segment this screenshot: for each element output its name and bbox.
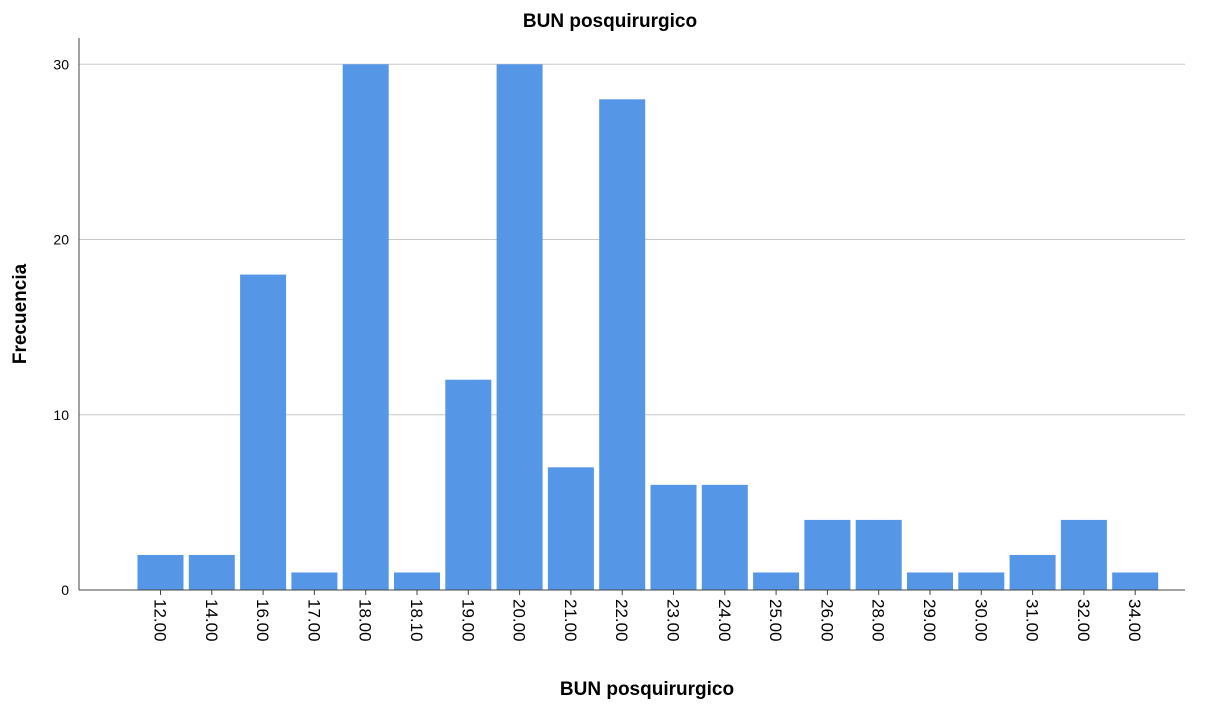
bars	[137, 64, 1159, 591]
bar-18.00	[342, 64, 389, 591]
x-tick-label: 16.00	[253, 599, 272, 642]
bar-14.00	[188, 554, 235, 590]
bar-25.00	[753, 572, 800, 590]
x-tick-label: 19.00	[458, 599, 477, 642]
bar-31.00	[1009, 554, 1056, 590]
bar-34.00	[1112, 572, 1159, 590]
x-tick-label: 28.00	[869, 599, 888, 642]
bar-26.00	[804, 519, 851, 590]
x-tick-label: 24.00	[715, 599, 734, 642]
x-tick-label: 22.00	[612, 599, 631, 642]
x-tick-label: 17.00	[304, 599, 323, 642]
chart-title: BUN posquirurgico	[523, 11, 697, 32]
x-tick-label: 32.00	[1074, 599, 1093, 642]
x-tick-label: 30.00	[971, 599, 990, 642]
bar-12.00	[137, 554, 184, 590]
x-tick-label: 23.00	[664, 599, 683, 642]
x-tick-label: 20.00	[510, 599, 529, 642]
bar-23.00	[650, 484, 697, 590]
bar-30.00	[958, 572, 1005, 590]
x-axis-label: BUN posquirurgico	[560, 679, 734, 700]
x-tick-label: 31.00	[1023, 599, 1042, 642]
x-tick-label: 18.00	[356, 599, 375, 642]
bar-20.00	[496, 64, 543, 591]
y-tick-labels: 0 10 20 30	[53, 56, 69, 598]
bar-19.00	[445, 379, 492, 590]
x-tick-label: 14.00	[202, 599, 221, 642]
x-tick-label: 34.00	[1125, 599, 1144, 642]
x-tick-label: 12.00	[151, 599, 170, 642]
x-tick-label: 25.00	[766, 599, 785, 642]
bar-16.00	[240, 274, 287, 590]
bar-24.00	[701, 484, 748, 590]
bar-18.10	[394, 572, 440, 590]
x-tick-label: 21.00	[561, 599, 580, 642]
y-tick-label: 20	[53, 232, 69, 248]
x-tick-label: 29.00	[920, 599, 939, 642]
bar-29.00	[907, 572, 953, 590]
x-tick-label: 18.10	[407, 599, 426, 642]
bar-32.00	[1060, 519, 1107, 590]
y-tick-label: 10	[53, 407, 69, 423]
bar-28.00	[855, 519, 902, 590]
x-tick-labels: 12.00 14.00 16.00 17.00 18.00 18.10 19.00 20.00…	[151, 590, 1144, 642]
bar-17.00	[291, 572, 338, 590]
bar-21.00	[547, 467, 594, 590]
x-tick-label: 26.00	[817, 599, 836, 642]
bar-22.00	[599, 99, 646, 590]
y-tick-label: 0	[61, 582, 69, 598]
y-axis-label: Frecuencia	[10, 263, 31, 364]
y-tick-label: 30	[53, 56, 69, 72]
